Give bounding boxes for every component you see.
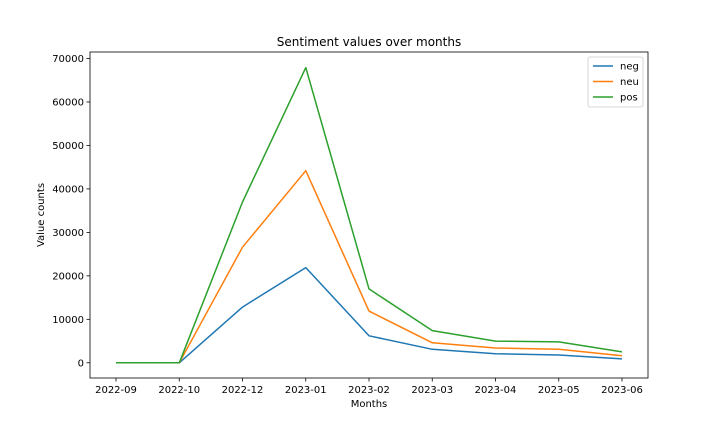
y-tick-label: 40000 xyxy=(52,184,84,195)
y-tick-label: 20000 xyxy=(52,271,84,282)
y-tick-label: 60000 xyxy=(52,97,84,108)
legend-label-neg: neg xyxy=(620,62,639,73)
x-tick-label: 2022-10 xyxy=(158,385,200,396)
series-line-neu xyxy=(116,169,623,364)
x-axis: 2022-09 2022-10 2022-12 2023-01 2023-02 2023-… xyxy=(95,378,643,396)
y-axis: 0 10000 20000 30000 40000 50000 60000 70000 xyxy=(52,54,90,369)
y-tick-label: 30000 xyxy=(52,228,84,239)
legend-box xyxy=(587,56,644,108)
x-tick-label: 2023-04 xyxy=(475,385,517,396)
series-lines xyxy=(116,66,623,364)
series-line-pos xyxy=(116,66,623,364)
x-tick-label: 2022-09 xyxy=(95,385,137,396)
y-tick-label: 10000 xyxy=(52,315,84,326)
x-tick-label: 2022-12 xyxy=(222,385,264,396)
legend: neg neu pos xyxy=(587,56,644,108)
series-line-neg xyxy=(116,266,623,364)
y-axis-label: Value counts xyxy=(36,183,47,247)
y-tick-label: 0 xyxy=(78,358,84,369)
y-tick-label: 70000 xyxy=(52,54,84,65)
x-tick-label: 2023-02 xyxy=(348,385,390,396)
chart-title: Sentiment values over months xyxy=(277,35,461,49)
x-tick-label: 2023-06 xyxy=(601,385,643,396)
x-axis-label: Months xyxy=(351,399,388,410)
legend-label-pos: pos xyxy=(620,93,638,104)
x-tick-label: 2023-05 xyxy=(538,385,580,396)
y-tick-label: 50000 xyxy=(52,141,84,152)
x-tick-label: 2023-03 xyxy=(411,385,453,396)
legend-label-neu: neu xyxy=(620,77,639,88)
x-tick-label: 2023-01 xyxy=(285,385,327,396)
plot-area xyxy=(89,51,649,379)
